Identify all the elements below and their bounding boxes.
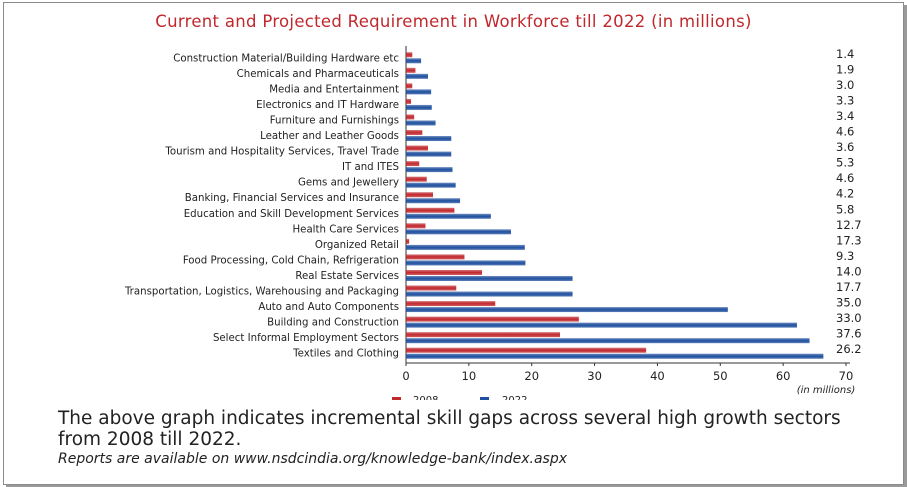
data-label: 5.8 [836,202,854,216]
category-label: Electronics and IT Hardware [256,100,399,111]
bar-2008 [406,192,434,198]
category-label: Real Estate Services [295,271,399,282]
bar-2008 [406,114,415,120]
category-label: Food Processing, Cold Chain, Refrigerati… [183,255,399,266]
bar-chart: Construction Material/Building Hardware … [124,46,862,400]
bar-2008 [406,98,412,104]
bar-2022 [406,104,432,110]
bar-2022 [406,291,573,297]
category-label: Textiles and Clothing [292,349,399,360]
data-label: 5.3 [836,156,854,170]
bar-2022 [406,182,456,188]
bar-2022 [406,136,452,142]
data-label: 4.6 [836,171,854,185]
bar-2008 [406,130,423,136]
data-label: 17.3 [836,233,862,247]
legend-label-2008: 2008 [413,395,438,400]
bar-2022 [406,244,525,250]
data-label: 26.2 [836,342,862,356]
bar-2022 [406,198,461,204]
bar-2022 [406,89,432,95]
x-tick-label: 10 [462,369,477,383]
category-label: Education and Skill Development Services [184,209,399,220]
bar-2008 [406,238,410,244]
bar-2022 [406,73,428,79]
bar-2022 [406,260,526,266]
category-label: Building and Construction [267,318,399,329]
category-label: Gems and Jewellery [298,178,399,189]
bar-2008 [406,145,428,151]
caption-text: The above graph indicates incremental sk… [58,408,841,450]
data-label: 1.4 [836,47,854,61]
bar-2008 [406,347,647,353]
legend-swatch-2008 [392,397,401,400]
x-tick-label: 30 [587,369,602,383]
figure-frame [3,2,904,485]
x-tick-label: 20 [524,369,539,383]
bar-2022 [406,322,797,328]
bar-2008 [406,176,427,182]
data-label: 3.3 [836,93,854,107]
category-label: Media and Entertainment [269,84,399,95]
category-label: IT and ITES [342,162,399,173]
category-label: Transportation, Logistics, Warehousing a… [124,287,399,298]
bar-2022 [406,338,810,344]
category-label: Furniture and Furnishings [270,115,399,126]
data-label: 33.0 [836,311,862,325]
bar-2008 [406,161,420,167]
bar-2008 [406,285,457,291]
category-label: Leather and Leather Goods [260,131,399,142]
bar-2008 [406,207,455,213]
x-axis-title: (in millions) [797,385,856,396]
data-label: 3.4 [836,109,854,123]
data-label: 17.7 [836,280,862,294]
legend-swatch-2022 [480,397,489,400]
data-label: 14.0 [836,264,862,278]
bar-2022 [406,275,573,281]
data-label: 12.7 [836,218,862,232]
category-label: Tourism and Hospitality Services, Travel… [164,147,399,158]
category-label: Organized Retail [315,240,399,251]
x-tick-label: 60 [776,369,791,383]
bar-2022 [406,120,436,126]
x-tick-label: 50 [713,369,728,383]
bar-2008 [406,301,496,307]
category-label: Chemicals and Pharmaceuticals [237,69,399,80]
data-label: 37.6 [836,327,862,341]
category-label: Construction Material/Building Hardware … [173,53,399,64]
bar-2008 [406,223,426,229]
x-tick-label: 0 [402,369,409,383]
data-label: 3.6 [836,140,854,154]
bar-2008 [406,52,413,58]
chart-title: Current and Projected Requirement in Wor… [155,12,752,31]
data-label: 9.3 [836,249,854,263]
bar-2008 [406,67,416,73]
data-label: 4.6 [836,125,854,139]
category-label: Health Care Services [293,224,399,235]
data-label: 35.0 [836,296,862,310]
data-label: 4.2 [836,187,854,201]
bar-2008 [406,269,483,275]
bar-2022 [406,151,452,157]
source-note: Reports are available on www.nsdcindia.o… [58,451,568,467]
bar-2022 [406,213,491,219]
bar-2008 [406,316,579,322]
bar-2022 [406,307,728,313]
data-label: 3.0 [836,78,854,92]
bar-2022 [406,353,824,359]
category-label: Banking, Financial Services and Insuranc… [185,193,399,204]
bar-2022 [406,58,422,64]
bar-2008 [406,83,413,89]
bar-2022 [406,167,453,173]
bar-2008 [406,332,560,338]
x-tick-label: 70 [839,369,854,383]
data-label: 1.9 [836,62,854,76]
category-label: Auto and Auto Components [258,302,399,313]
category-label: Select Informal Employment Sectors [213,333,399,344]
bar-2008 [406,254,465,260]
legend-label-2022: 2022 [502,395,527,400]
bar-2022 [406,229,511,235]
x-tick-label: 40 [650,369,665,383]
